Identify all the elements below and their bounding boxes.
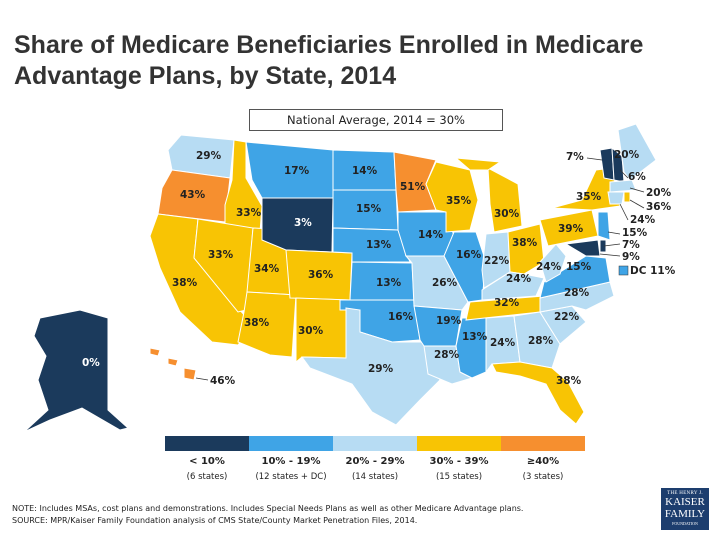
state-OH	[507, 223, 545, 275]
label-NC: 28%	[564, 287, 590, 299]
logo-line3: FOUNDATION	[672, 521, 698, 526]
label-UT: 34%	[254, 263, 280, 275]
state-KY	[481, 271, 545, 301]
state-MD	[564, 239, 601, 257]
note-text: NOTE: Includes MSAs, cost plans and demo…	[12, 504, 524, 513]
legend-swatch-2	[249, 436, 333, 451]
state-ME	[617, 123, 657, 181]
kff-logo: THE HENRY J. KAISER FAMILY FOUNDATION	[661, 488, 709, 530]
label-AL: 24%	[490, 337, 516, 349]
label-SC: 22%	[554, 311, 580, 323]
legend-range-2: 10% - 19%	[261, 456, 321, 467]
state-NV	[193, 218, 254, 313]
label-KS: 13%	[376, 277, 402, 289]
chart-title: Share of Medicare Beneficiaries Enrolled…	[14, 31, 644, 90]
label-DE: 7%	[622, 239, 640, 251]
legend-count-3: (14 states)	[351, 472, 399, 482]
label-IA: 14%	[418, 229, 444, 241]
state-NJ	[597, 211, 611, 241]
label-FL: 38%	[556, 375, 582, 387]
legend-count-1: (6 states)	[186, 472, 228, 482]
label-MA: 20%	[646, 187, 672, 199]
state-TX	[301, 307, 441, 426]
label-ME: 20%	[614, 149, 640, 161]
label-MS: 13%	[462, 331, 488, 343]
label-WA: 29%	[196, 150, 222, 162]
label-VA: 15%	[566, 261, 592, 273]
label-VT: 7%	[566, 151, 584, 163]
label-KY: 24%	[506, 273, 532, 285]
label-MD: 9%	[622, 251, 640, 263]
national-average-box: National Average, 2014 = 30%	[249, 109, 503, 131]
logo-line2a: KAISER	[665, 496, 705, 508]
legend-swatch-5	[501, 436, 585, 451]
state-CT	[607, 191, 625, 205]
label-SD: 15%	[356, 203, 382, 215]
label-OK: 16%	[388, 311, 414, 323]
label-PA: 39%	[558, 223, 584, 235]
legend-count-4: (15 states)	[435, 472, 483, 482]
label-WY: 3%	[294, 217, 312, 229]
label-WI: 35%	[446, 195, 472, 207]
state-MI	[487, 167, 523, 233]
label-MN: 51%	[400, 181, 426, 193]
legend-range-4: 30% - 39%	[429, 456, 489, 467]
state-HI-2	[167, 357, 179, 367]
label-WV: 24%	[536, 261, 562, 273]
label-AR: 19%	[436, 315, 462, 327]
label-CA: 38%	[172, 277, 198, 289]
footnote: NOTE: Includes MSAs, cost plans and demo…	[12, 503, 652, 527]
label-CT: 24%	[630, 214, 656, 226]
state-WI	[425, 161, 479, 233]
label-LA: 28%	[434, 349, 460, 361]
label-HI: 46%	[210, 375, 236, 387]
state-WV	[539, 243, 567, 283]
label-TN: 32%	[494, 297, 520, 309]
label-MI: 30%	[494, 208, 520, 220]
legend-count-2: (12 states + DC)	[255, 472, 327, 482]
dc-marker	[618, 265, 629, 276]
label-DC: DC 11%	[630, 265, 676, 277]
label-IL: 16%	[456, 249, 482, 261]
label-OR: 43%	[180, 189, 206, 201]
label-NJ: 15%	[622, 227, 648, 239]
label-CO: 36%	[308, 269, 334, 281]
label-NM: 30%	[298, 325, 324, 337]
legend-swatch-1	[165, 436, 249, 451]
label-ID: 33%	[236, 207, 262, 219]
state-HI-3	[149, 347, 161, 357]
source-text: SOURCE: MPR/Kaiser Family Foundation ana…	[12, 516, 418, 525]
logo-line1: THE HENRY J.	[667, 491, 703, 496]
label-AZ: 38%	[244, 317, 270, 329]
label-OH: 38%	[512, 237, 538, 249]
label-TX: 29%	[368, 363, 394, 375]
label-NV: 33%	[208, 249, 234, 261]
legend-range-3: 20% - 29%	[345, 456, 405, 467]
label-NE: 13%	[366, 239, 392, 251]
legend-swatch-3	[333, 436, 417, 451]
state-RI	[623, 191, 631, 203]
legend-swatch-4	[417, 436, 501, 451]
state-VA	[539, 255, 611, 299]
state-DE	[599, 239, 607, 253]
label-ND: 14%	[352, 165, 378, 177]
state-MI-up	[454, 157, 502, 171]
state-HI-1	[183, 367, 197, 381]
state-MS	[455, 317, 487, 379]
label-NH: 6%	[628, 171, 646, 183]
label-RI: 36%	[646, 201, 672, 213]
logo-line2b: FAMILY	[664, 508, 706, 520]
label-IN: 22%	[484, 255, 510, 267]
legend-range-5: ≥40%	[526, 456, 560, 467]
label-MO: 26%	[432, 277, 458, 289]
state-FL	[491, 361, 585, 425]
state-AK	[23, 309, 130, 433]
label-AK: 0%	[82, 357, 100, 369]
legend-range-1: < 10%	[189, 456, 225, 467]
label-MT: 17%	[284, 165, 310, 177]
label-NY: 35%	[576, 191, 602, 203]
legend-count-5: (3 states)	[522, 472, 564, 482]
label-GA: 28%	[528, 335, 554, 347]
